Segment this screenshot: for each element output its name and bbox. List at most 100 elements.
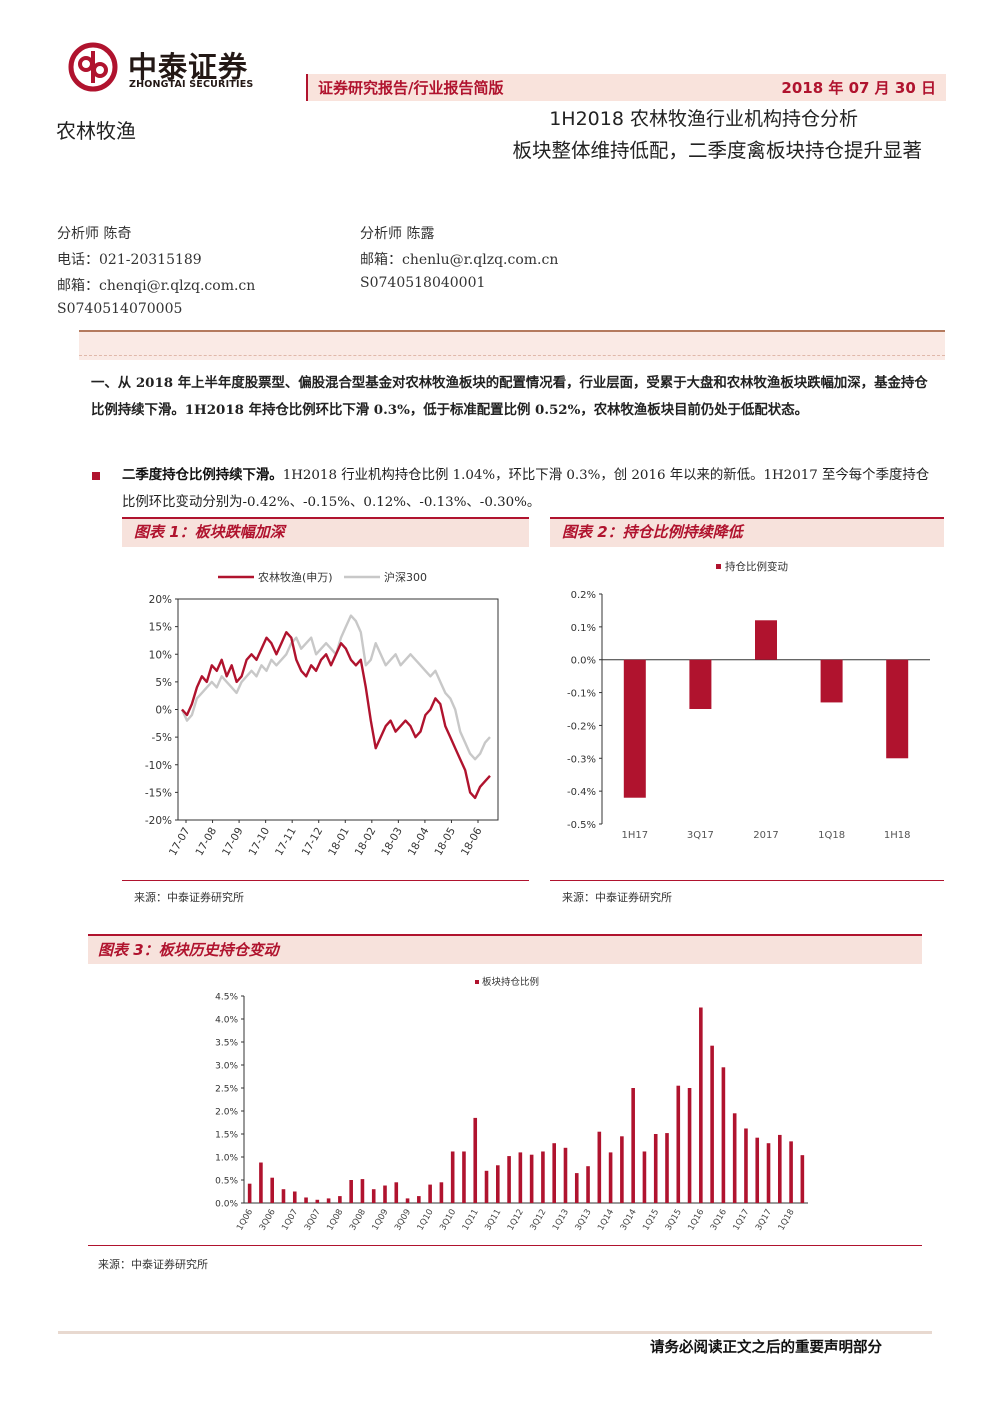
bar xyxy=(439,1182,444,1203)
bar xyxy=(676,1085,681,1203)
x-tick-label: 1Q18 xyxy=(777,1208,797,1233)
fig3-bottom-rule xyxy=(88,1245,922,1246)
x-tick-label: 1Q10 xyxy=(416,1208,436,1233)
bar xyxy=(789,1141,793,1203)
bar xyxy=(383,1185,387,1203)
bullet-heading: 二季度持仓比例持续下滑。 xyxy=(122,467,283,483)
fig1-bottom-rule xyxy=(122,880,529,881)
company-logo-icon xyxy=(68,42,118,92)
bar xyxy=(529,1154,534,1203)
fig1-source: 来源：中泰证券研究所 xyxy=(134,891,244,904)
x-tick-label: 3Q14 xyxy=(619,1208,639,1233)
summary-paragraph: 一、从 2018 年上半年度股票型、偏股混合型基金对农林牧渔板块的配置情况看，行… xyxy=(91,375,928,418)
y-tick-label: -15% xyxy=(145,787,172,799)
bar xyxy=(552,1143,556,1203)
y-tick-label: 2.5% xyxy=(215,1085,238,1095)
bar xyxy=(744,1128,748,1203)
chart-historical-holdings: 4.5% 4.0% 3.5% 3.0% 2.5% 2.0% 1.5% 1.0% 0.5% 0.0%… xyxy=(215,976,808,1233)
bar xyxy=(292,1191,297,1203)
bar xyxy=(360,1179,365,1203)
y-tick-label: 1.5% xyxy=(215,1131,238,1141)
bar xyxy=(710,1045,714,1203)
bar xyxy=(778,1134,782,1203)
fig3-title: 图表 3：板块历史持仓变动 xyxy=(98,941,279,959)
y-tick-label: 3.5% xyxy=(215,1039,238,1049)
fig2-band xyxy=(550,517,944,547)
fig1-band xyxy=(122,517,529,547)
bar xyxy=(371,1189,376,1203)
analyst-2-name: 分析师 陈露 xyxy=(360,226,435,242)
x-tick-label: 3Q15 xyxy=(664,1208,684,1233)
y-tick-label: 20% xyxy=(149,594,172,606)
bar xyxy=(623,659,646,798)
y-tick-label: 5% xyxy=(155,677,172,689)
x-tick-label: 1Q12 xyxy=(506,1208,526,1233)
x-tick-label: 18-06 xyxy=(459,825,485,858)
y-tick-label: -0.3% xyxy=(567,754,596,765)
bar xyxy=(631,1088,635,1203)
x-tick-label: 3Q07 xyxy=(303,1208,323,1233)
dashed-divider xyxy=(79,355,945,356)
bar xyxy=(473,1117,478,1203)
bar xyxy=(642,1151,647,1203)
bar xyxy=(563,1147,568,1203)
report-date: 2018 年 07 月 30 日 xyxy=(781,79,936,97)
bar xyxy=(496,1165,500,1203)
y-tick-label: -10% xyxy=(145,760,172,772)
bar xyxy=(450,1151,455,1203)
footer-rule xyxy=(58,1331,932,1334)
y-tick-label: -20% xyxy=(145,815,172,827)
plot-frame xyxy=(177,598,499,821)
company-name-cn: 中泰证券 xyxy=(128,50,249,84)
x-tick-label: 18-01 xyxy=(326,826,352,858)
y-tick-label: 0.0% xyxy=(215,1200,238,1210)
bar xyxy=(574,1173,579,1203)
y-tick-label: -0.4% xyxy=(567,787,596,798)
y-tick-label: 1.0% xyxy=(215,1154,238,1164)
bar xyxy=(597,1131,602,1203)
bar xyxy=(608,1152,613,1203)
report-title: 1H2018 农林牧渔行业机构持仓分析 xyxy=(549,108,858,130)
bar xyxy=(541,1151,545,1203)
bar xyxy=(820,659,843,703)
bullet-body: 1H2018 行业机构持仓比例 1.04%，环比下滑 0.3%，创 2016 年… xyxy=(122,468,930,510)
x-tick-label: 3Q17 xyxy=(754,1208,774,1233)
x-tick-label: 2017 xyxy=(753,830,778,841)
bar xyxy=(349,1180,353,1203)
x-tick-label: 17-08 xyxy=(193,826,219,858)
analyst-1-name: 分析师 陈奇 xyxy=(57,226,132,242)
analyst-2-email[interactable]: 邮箱：chenlu@r.qlzq.com.cn xyxy=(360,252,559,268)
bar xyxy=(586,1166,590,1203)
report-type: 证券研究报告/行业报告简版 xyxy=(318,79,504,97)
bar xyxy=(462,1151,466,1203)
bar xyxy=(270,1177,274,1203)
bar xyxy=(800,1155,805,1203)
series-line-1 xyxy=(180,614,491,761)
bar xyxy=(665,1133,669,1203)
company-name-en: ZHONGTAI SECURITIES xyxy=(129,79,254,90)
y-tick-label: -0.5% xyxy=(567,820,596,831)
fig2-bottom-rule xyxy=(550,880,944,881)
x-tick-label: 1Q06 xyxy=(235,1208,255,1233)
fig2-source: 来源：中泰证券研究所 xyxy=(562,891,672,904)
bar xyxy=(507,1156,511,1203)
analyst-2-cert: S0740518040001 xyxy=(360,275,486,291)
y-tick-label: 2.0% xyxy=(215,1108,238,1118)
bar xyxy=(721,1067,726,1203)
bar xyxy=(405,1198,410,1203)
fig3-source: 来源：中泰证券研究所 xyxy=(98,1258,208,1271)
bar xyxy=(766,1143,771,1203)
bar xyxy=(653,1134,658,1203)
x-tick-label: 18-03 xyxy=(379,826,405,858)
x-tick-label: 3Q11 xyxy=(483,1208,503,1233)
x-tick-label: 3Q16 xyxy=(709,1208,729,1233)
bar xyxy=(247,1183,252,1203)
y-tick-label: 0.2% xyxy=(571,590,596,601)
x-tick-label: 1Q09 xyxy=(370,1208,390,1233)
x-tick-label: 3Q10 xyxy=(438,1208,458,1233)
x-tick-label: 3Q13 xyxy=(574,1208,594,1233)
bar xyxy=(338,1196,342,1203)
y-tick-label: -0.2% xyxy=(567,721,596,732)
analyst-1-email[interactable]: 邮箱：chenqi@r.qlzq.com.cn xyxy=(57,278,256,294)
legend-swatch xyxy=(716,564,721,569)
